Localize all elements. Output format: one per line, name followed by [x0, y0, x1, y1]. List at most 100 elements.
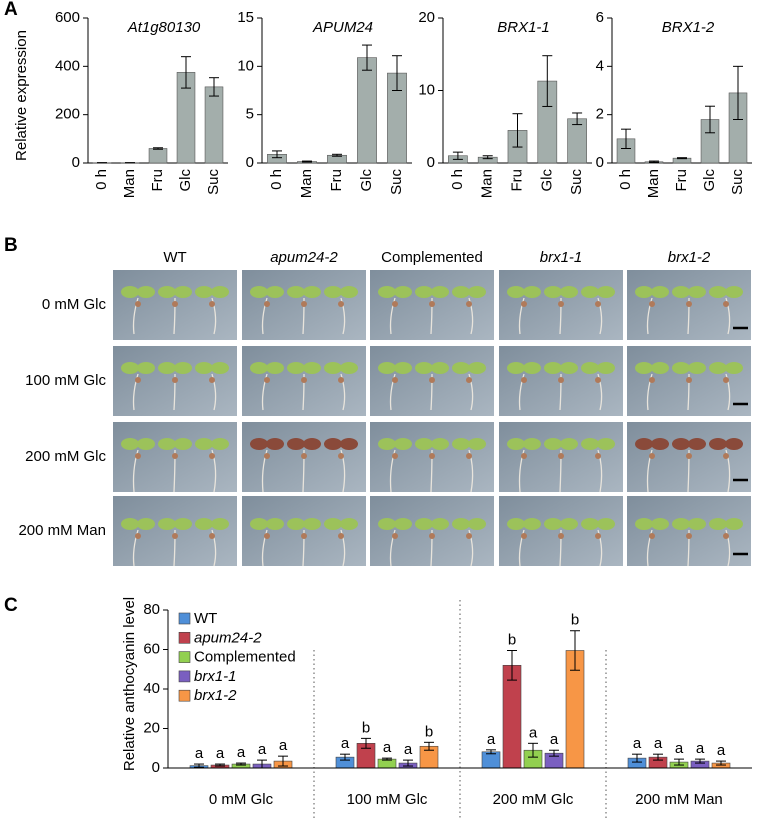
hypocotyl — [264, 301, 270, 307]
x-tick-label: 0 h — [93, 169, 110, 190]
seedling-photo — [627, 270, 751, 340]
y-tick-label: 2 — [596, 106, 604, 123]
cotyledon — [250, 518, 268, 530]
error-bar — [705, 105, 715, 134]
y-axis-label: Relative expression — [13, 30, 30, 161]
cotyledon — [725, 518, 743, 530]
cotyledon — [174, 518, 192, 530]
cotyledon — [174, 286, 192, 298]
cotyledon — [394, 518, 412, 530]
error-bar — [194, 763, 204, 768]
cotyledon — [468, 518, 486, 530]
error-bar — [507, 649, 517, 681]
y-tick-label: 0 — [596, 154, 604, 171]
cotyledon — [725, 362, 743, 374]
y-tick-label: 10 — [418, 81, 435, 98]
cotyledon — [709, 286, 727, 298]
cotyledon — [725, 438, 743, 450]
cotyledon — [195, 518, 213, 530]
hypocotyl — [392, 301, 398, 307]
significance-letter: a — [258, 741, 267, 758]
error-bar — [512, 113, 523, 148]
y-tick-label: 0 — [246, 154, 254, 171]
hypocotyl — [686, 453, 692, 459]
y-tick-label: 15 — [237, 9, 254, 26]
cotyledon — [544, 362, 562, 374]
column-header: brx1-1 — [540, 249, 583, 266]
error-bar — [572, 112, 583, 126]
seedling-photo — [499, 496, 623, 567]
significance-letter: a — [696, 740, 705, 757]
cotyledon — [523, 362, 541, 374]
cotyledon — [415, 362, 433, 374]
error-bar — [332, 153, 342, 157]
legend-swatch — [178, 631, 191, 644]
y-tick-label: 60 — [143, 640, 160, 657]
hypocotyl — [209, 453, 215, 459]
significance-letter: a — [717, 742, 726, 759]
cotyledon — [250, 286, 268, 298]
cotyledon — [597, 362, 615, 374]
cotyledon — [137, 362, 155, 374]
significance-letter: a — [654, 735, 663, 752]
seedling-photo — [499, 422, 623, 493]
cotyledon — [415, 286, 433, 298]
hypocotyl — [135, 533, 141, 539]
cotyledon — [688, 286, 706, 298]
error-bar — [403, 759, 413, 767]
error-bar — [215, 763, 225, 767]
significance-letter: b — [508, 631, 516, 648]
cotyledon — [324, 518, 342, 530]
cotyledon — [158, 362, 176, 374]
seedling-photo — [242, 496, 366, 567]
cotyledon — [266, 518, 284, 530]
cotyledon — [709, 518, 727, 530]
seedling-photo — [113, 422, 237, 493]
cotyledon — [468, 286, 486, 298]
legend-label: WT — [194, 610, 217, 627]
hypocotyl — [558, 533, 564, 539]
legend-label: Complemented — [194, 649, 296, 666]
cotyledon — [507, 286, 525, 298]
hypocotyl — [209, 533, 215, 539]
cotyledon — [340, 518, 358, 530]
legend-label: brx1-1 — [194, 668, 237, 685]
hypocotyl — [686, 533, 692, 539]
cotyledon — [709, 438, 727, 450]
error-bar — [674, 758, 684, 766]
x-tick-label: Suc — [205, 169, 222, 195]
error-bar — [278, 755, 288, 767]
cotyledon — [303, 518, 321, 530]
error-bar — [528, 742, 538, 758]
cotyledon — [394, 438, 412, 450]
y-tick-label: 10 — [237, 57, 254, 74]
cotyledon — [635, 438, 653, 450]
significance-letter: a — [341, 735, 350, 752]
seedling-photo — [627, 346, 751, 416]
error-bar — [649, 160, 659, 164]
chart-title: APUM24 — [312, 19, 373, 36]
x-tick-label: Man — [121, 169, 138, 198]
cotyledon — [415, 438, 433, 450]
cotyledon — [523, 518, 541, 530]
hypocotyl — [392, 377, 398, 383]
cotyledon — [507, 362, 525, 374]
cotyledon — [709, 362, 727, 374]
hypocotyl — [558, 453, 564, 459]
x-tick-label: Suc — [388, 169, 405, 195]
cotyledon — [468, 438, 486, 450]
cotyledon — [121, 286, 139, 298]
hypocotyl — [466, 453, 472, 459]
y-tick-label: 4 — [596, 57, 604, 74]
hypocotyl — [172, 301, 178, 307]
cotyledon — [651, 362, 669, 374]
seedling-photo — [499, 270, 623, 340]
hypocotyl — [301, 453, 307, 459]
error-bar — [181, 56, 191, 89]
cotyledon — [174, 438, 192, 450]
seedling-photo — [627, 422, 751, 493]
hypocotyl — [135, 301, 141, 307]
chart-title: At1g80130 — [127, 19, 201, 36]
cotyledon — [523, 438, 541, 450]
significance-letter: a — [529, 724, 538, 741]
